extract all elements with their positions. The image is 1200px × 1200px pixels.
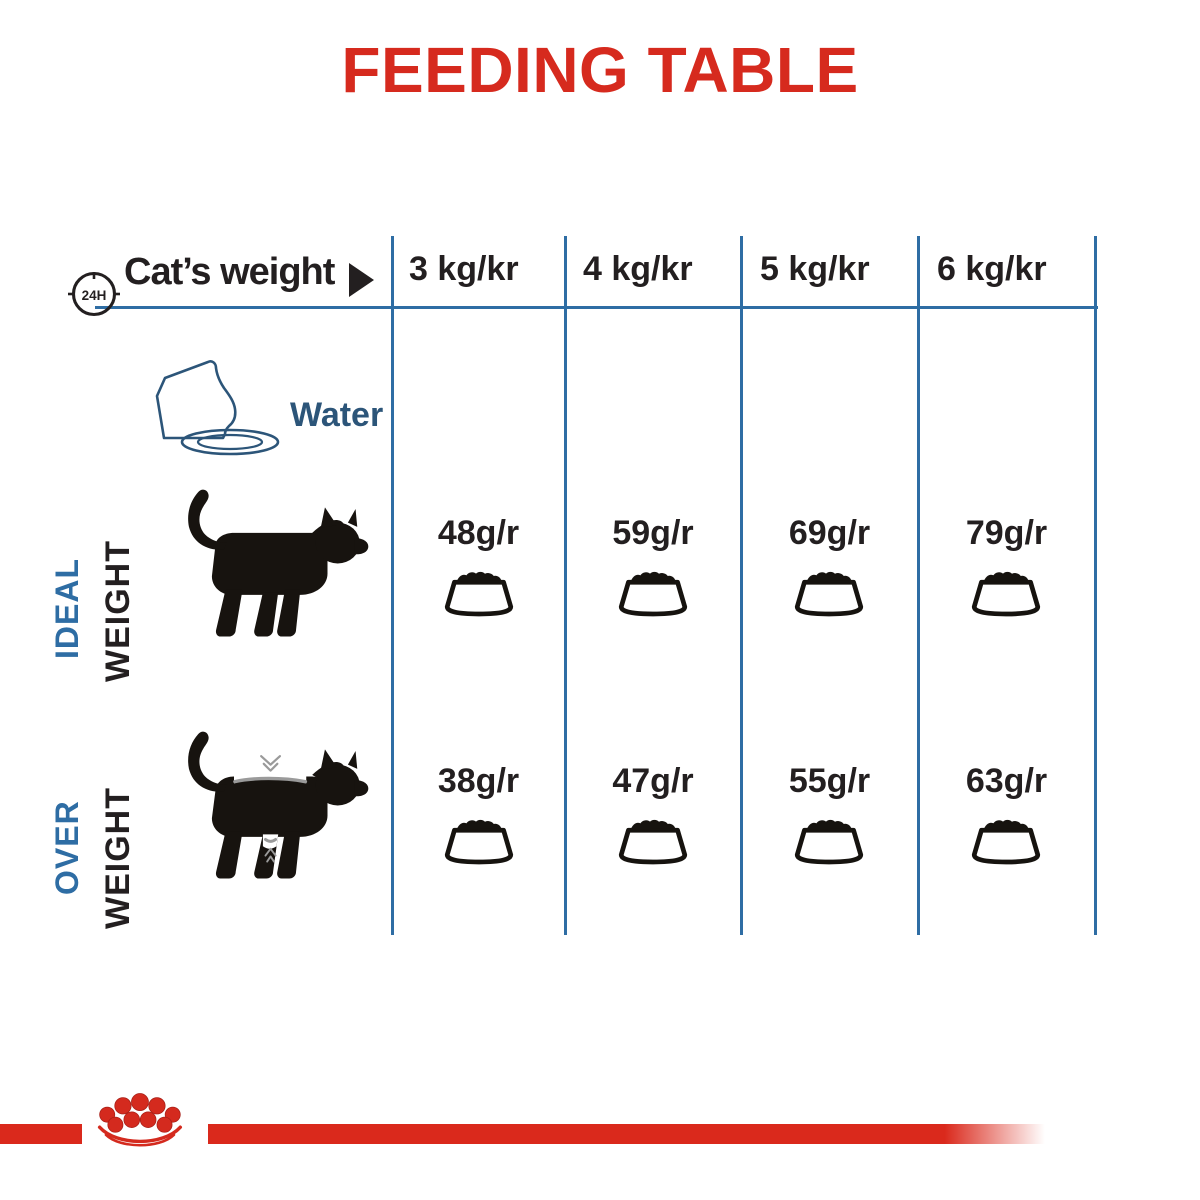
svg-text:Water: Water — [290, 396, 383, 434]
svg-text:24H: 24H — [82, 288, 107, 303]
